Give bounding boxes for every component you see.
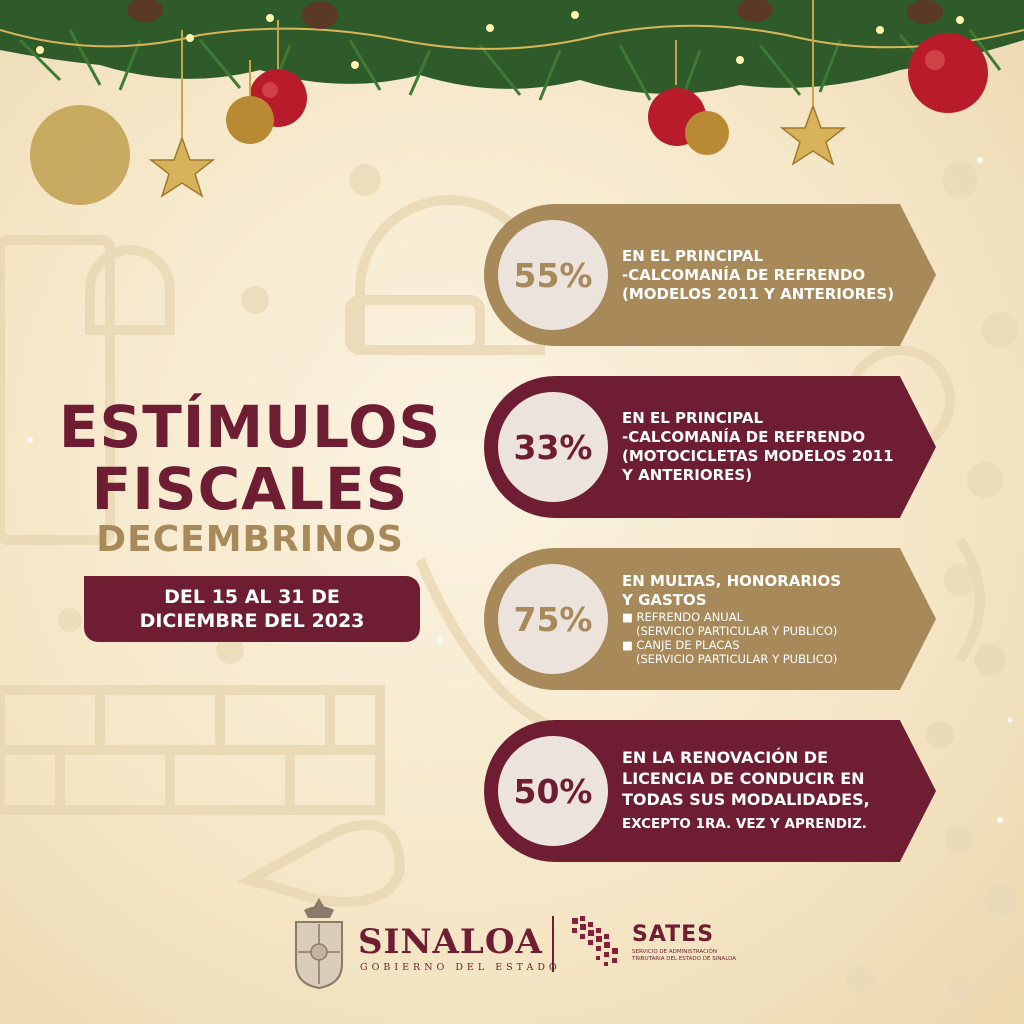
card-line: Y ANTERIORES) <box>622 466 753 484</box>
sates-logo-icon <box>572 916 618 966</box>
bullet-item: ■ CANJE DE PLACAS <box>622 638 740 652</box>
state-seal-icon <box>295 898 343 990</box>
main-title: ESTÍMULOS FISCALES DECEMBRINOS <box>30 398 470 558</box>
discount-card-33: 33% EN EL PRINCIPAL -CALCOMANÍA DE REFRE… <box>484 376 936 518</box>
card-line: EN EL PRINCIPAL <box>622 409 764 427</box>
percent-value: 33% <box>513 427 593 467</box>
sates-subtitle-line: SERVICIO DE ADMINISTRACIÓN <box>632 949 717 955</box>
percent-circle: 50% <box>498 736 608 846</box>
card-line: EN EL PRINCIPAL <box>622 246 764 265</box>
bullet-label: REFRENDO ANUAL <box>636 610 743 624</box>
card-line: EN LA RENOVACIÓN DE <box>622 748 828 767</box>
card-text: EN EL PRINCIPAL -CALCOMANÍA DE REFRENDO … <box>622 204 896 346</box>
discount-card-55: 55% EN EL PRINCIPAL -CALCOMANÍA DE REFRE… <box>484 204 936 346</box>
bullet-sub: (SERVICIO PARTICULAR Y PUBLICO) <box>636 652 838 666</box>
title-line-2: FISCALES <box>91 455 409 523</box>
footer-logos: SINALOA GOBIERNO DEL ESTADO SATES SERVIC… <box>290 896 760 992</box>
bullet-sub: (SERVICIO PARTICULAR Y PUBLICO) <box>636 624 838 638</box>
card-line: -CALCOMANÍA DE REFRENDO <box>622 428 866 446</box>
percent-value: 75% <box>513 599 593 639</box>
logo-divider <box>552 916 554 972</box>
discount-card-50: 50% EN LA RENOVACIÓN DE LICENCIA DE COND… <box>484 720 936 862</box>
card-heading: EN MULTAS, HONORARIOS <box>622 572 842 590</box>
card-line: LICENCIA DE CONDUCIR EN <box>622 769 865 788</box>
date-line-2: DICIEMBRE DEL 2023 <box>139 610 365 632</box>
card-text: EN MULTAS, HONORARIOS Y GASTOS ■ REFREND… <box>622 548 896 690</box>
percent-value: 50% <box>513 771 593 811</box>
sinaloa-wordmark: SINALOA <box>358 922 543 962</box>
card-heading: Y GASTOS <box>622 591 707 609</box>
star-icon <box>148 103 847 198</box>
date-line-1: DEL 15 AL 31 DE <box>164 586 340 608</box>
ornament-icon <box>30 20 988 205</box>
discount-card-75: 75% EN MULTAS, HONORARIOS Y GASTOS ■ REF… <box>484 548 936 690</box>
sates-wordmark: SATES <box>632 922 715 947</box>
percent-circle: 55% <box>498 220 608 330</box>
percent-circle: 75% <box>498 564 608 674</box>
card-line: (MOTOCICLETAS MODELOS 2011 <box>622 447 894 465</box>
card-text: EN LA RENOVACIÓN DE LICENCIA DE CONDUCIR… <box>622 720 896 862</box>
date-range-badge: DEL 15 AL 31 DE DICIEMBRE DEL 2023 <box>84 576 420 642</box>
card-line-last: EXCEPTO 1RA. VEZ Y APRENDIZ. <box>622 816 867 832</box>
percent-circle: 33% <box>498 392 608 502</box>
percent-value: 55% <box>513 255 593 295</box>
sates-subtitle: SERVICIO DE ADMINISTRACIÓN TRIBUTARIA DE… <box>632 949 762 963</box>
card-text: EN EL PRINCIPAL -CALCOMANÍA DE REFRENDO … <box>622 376 896 518</box>
title-line-3: DECEMBRINOS <box>96 519 404 560</box>
title-line-1: ESTÍMULOS <box>58 393 442 461</box>
bullet-item: ■ REFRENDO ANUAL <box>622 610 743 624</box>
gobierno-label: GOBIERNO DEL ESTADO <box>360 962 561 973</box>
card-line: -CALCOMANÍA DE REFRENDO <box>622 265 866 284</box>
card-line: (MODELOS 2011 Y ANTERIORES) <box>622 284 895 303</box>
sates-subtitle-line: TRIBUTARIA DEL ESTADO DE SINALOA <box>632 956 737 962</box>
christmas-garland-icon <box>0 0 1024 205</box>
card-line: TODAS SUS MODALIDADES, <box>622 790 870 809</box>
bullet-label: CANJE DE PLACAS <box>636 638 740 652</box>
